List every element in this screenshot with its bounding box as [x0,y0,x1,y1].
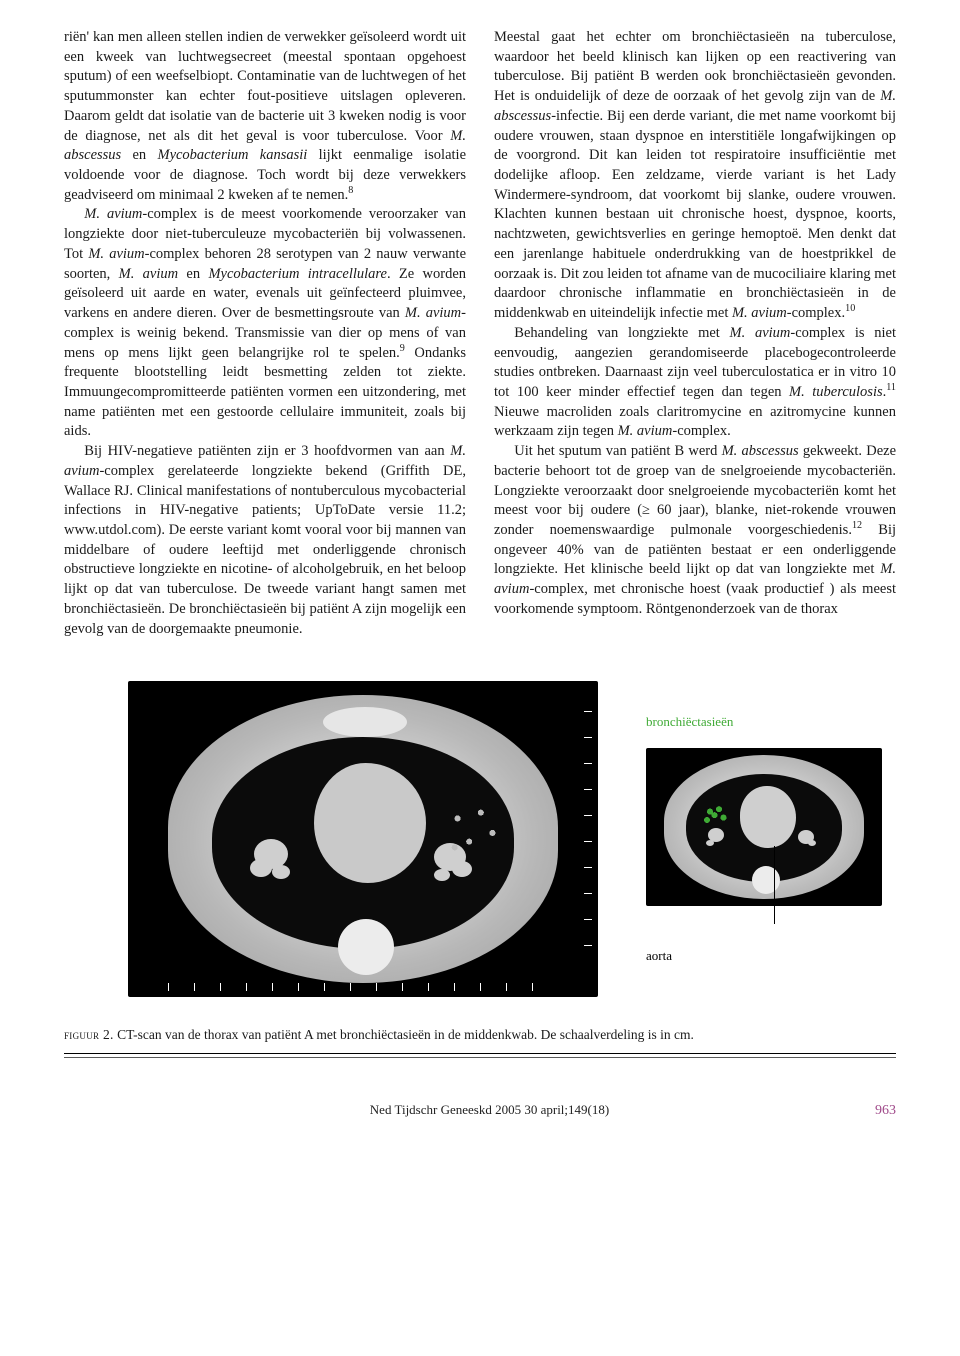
ct-bronchiectasis-region [446,801,504,859]
caption-rule-thin [64,1057,896,1058]
paragraph: riën' kan men alleen stellen indien de v… [64,28,466,205]
ct-scale-horizontal [168,983,558,991]
text: -complex, met chronische hoest (vaak pro… [494,581,896,617]
ct-small-mediastinum [740,786,796,848]
species-name: M. avium [119,266,178,282]
text: Uit het sputum van patiënt B werd [514,443,721,459]
text: en [178,266,208,282]
label-aorta: aorta [646,948,672,964]
figure-row: bronchiëctasieën aorta [64,681,896,997]
species-name: M. avium [84,206,142,222]
reference-superscript: 10 [845,303,855,314]
text: Bij HIV-negatieve patiënten zijn er 3 ho… [84,443,450,459]
reference-superscript: 12 [852,520,862,531]
species-name: Mycobacterium intracellulare [208,266,387,282]
species-name: Mycobacterium kansasii [157,147,307,163]
ct-scale-vertical [584,711,592,967]
figure-2: bronchiëctasieën aorta [64,681,896,1058]
species-name: M. avium [732,305,787,321]
page-number: 963 [875,1103,896,1119]
paragraph: M. avium-complex is de meest voorkomende… [64,205,466,442]
text: Meestal gaat het echter om bronchiëctasi… [494,29,896,104]
species-name: M. abscessus [722,443,799,459]
ct-vertebra [338,919,394,975]
paragraph: Behandeling van longziekte met M. avium-… [494,324,896,442]
species-name: M. avium [405,305,461,321]
reference-superscript: 11 [886,382,896,393]
ct-scan-small-wrap [646,748,882,924]
paragraph: Meestal gaat het echter om bronchiëctasi… [494,28,896,324]
text: -complex. [787,305,845,321]
species-name: M. avium [618,423,673,439]
ct-scan-large [128,681,598,997]
text: riën' kan men alleen stellen indien de v… [64,29,466,144]
figure-annotation-column: bronchiëctasieën aorta [646,714,882,964]
figure-caption: figuur 2. CT-scan van de thorax van pati… [64,1027,896,1049]
text: -complex gerelateerde longziekte bekend … [64,463,466,637]
species-name: M. tuberculosis [789,384,883,400]
species-name: M. avium [730,325,791,341]
figure-caption-text: CT-scan van de thorax van patiënt A met … [114,1027,694,1042]
aorta-leader-line [774,846,775,924]
page-footer: Ned Tijdschr Geneeskd 2005 30 april;149(… [64,1102,896,1119]
caption-rule-thick [64,1053,896,1054]
species-name: M. avium [88,246,144,262]
text: -infectie. Bij een derde variant, die me… [494,108,896,321]
text: en [121,147,157,163]
figure-caption-label: figuur 2. [64,1027,114,1042]
journal-reference: Ned Tijdschr Geneeskd 2005 30 april;149(… [104,1102,875,1118]
ct-scan-small [646,748,882,906]
paragraph: Uit het sputum van patiënt B werd M. abs… [494,442,896,619]
text: Behandeling van longziekte met [514,325,729,341]
journal-page: riën' kan men alleen stellen indien de v… [0,0,960,1139]
article-body-columns: riën' kan men alleen stellen indien de v… [64,28,896,639]
text: -complex. [672,423,730,439]
label-bronchiectasieen: bronchiëctasieën [646,714,733,730]
reference-superscript: 8 [348,185,353,196]
paragraph: Bij HIV-negatieve patiënten zijn er 3 ho… [64,442,466,639]
